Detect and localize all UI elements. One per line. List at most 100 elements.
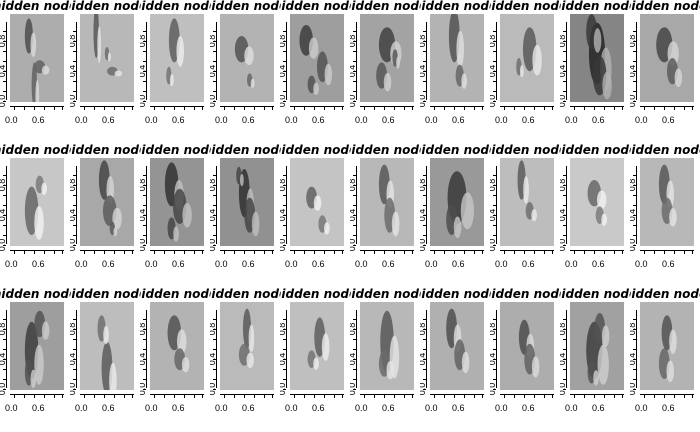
y-axis-line bbox=[636, 166, 637, 244]
x-axis-tick bbox=[224, 106, 225, 110]
x-axis-tick bbox=[394, 250, 395, 254]
y-axis-tick bbox=[3, 101, 6, 102]
y-tick-label: 0.0 bbox=[210, 382, 217, 396]
y-axis-tick bbox=[493, 71, 496, 72]
x-tick-label: 0.0 bbox=[5, 259, 18, 269]
y-axis-tick bbox=[423, 185, 426, 186]
x-tick-label: 0.6 bbox=[662, 115, 675, 125]
x-axis-tick bbox=[34, 394, 35, 398]
x-axis-tick bbox=[264, 250, 265, 254]
y-axis-tick bbox=[423, 329, 426, 330]
panel-title: hidden node bbox=[560, 0, 630, 13]
y-tick-label: 0.0 bbox=[0, 382, 7, 396]
y-axis-tick bbox=[353, 369, 356, 370]
x-tick-label: 0.6 bbox=[382, 403, 395, 413]
y-axis-tick bbox=[143, 359, 146, 360]
y-axis-tick bbox=[143, 195, 146, 196]
y-tick-label: 0.0 bbox=[210, 94, 217, 108]
x-axis-line bbox=[80, 394, 134, 395]
y-axis-tick bbox=[143, 41, 146, 42]
y-axis-tick bbox=[563, 101, 566, 102]
y-axis-tick bbox=[3, 71, 6, 72]
x-tick-label: 0.0 bbox=[565, 115, 578, 125]
y-tick-label: 0.8 bbox=[0, 34, 7, 48]
y-tick-label: 0.8 bbox=[70, 34, 77, 48]
weight-feature-light bbox=[593, 370, 599, 386]
y-axis-tick bbox=[3, 51, 6, 52]
x-tick-label: 0.0 bbox=[75, 259, 88, 269]
weight-feature-light bbox=[324, 222, 330, 235]
x-axis-tick bbox=[272, 106, 273, 110]
y-axis-tick bbox=[423, 81, 426, 82]
y-axis-tick bbox=[3, 175, 6, 176]
hidden-node-panel-5: hidden node 0.0 0.4 0.8 0.0 0.6 bbox=[280, 0, 350, 144]
x-axis-tick bbox=[334, 250, 335, 254]
x-axis-line bbox=[430, 394, 484, 395]
x-axis-tick bbox=[194, 106, 195, 110]
y-axis-tick bbox=[563, 379, 566, 380]
y-axis-tick bbox=[73, 61, 76, 62]
y-axis-line bbox=[6, 310, 7, 388]
weight-image bbox=[10, 302, 64, 390]
weight-feature-light bbox=[391, 211, 400, 237]
x-axis-line bbox=[150, 106, 204, 107]
y-axis-tick bbox=[563, 41, 566, 42]
x-tick-label: 0.0 bbox=[5, 115, 18, 125]
y-axis-tick bbox=[143, 61, 146, 62]
y-tick-label: 0.4 bbox=[140, 352, 147, 366]
weight-feature-light bbox=[41, 182, 47, 195]
y-axis-tick bbox=[493, 205, 496, 206]
y-axis-tick bbox=[143, 101, 146, 102]
y-axis-tick bbox=[73, 195, 76, 196]
x-tick-label: 0.6 bbox=[172, 259, 185, 269]
weight-feature-light bbox=[674, 68, 683, 88]
y-tick-label: 0.0 bbox=[140, 238, 147, 252]
y-axis-line bbox=[356, 22, 357, 100]
weight-feature-light bbox=[597, 344, 609, 385]
y-axis-tick bbox=[423, 205, 426, 206]
y-axis-tick bbox=[3, 61, 6, 62]
x-axis-tick bbox=[584, 394, 585, 398]
x-axis-tick bbox=[62, 394, 63, 398]
x-tick-label: 0.0 bbox=[285, 115, 298, 125]
x-axis-tick bbox=[374, 250, 375, 254]
y-axis-tick bbox=[73, 339, 76, 340]
x-tick-label: 0.6 bbox=[32, 403, 45, 413]
weight-image bbox=[150, 302, 204, 390]
y-axis-tick bbox=[283, 225, 286, 226]
y-tick-label: 0.0 bbox=[70, 238, 77, 252]
x-axis-line bbox=[430, 106, 484, 107]
panel-title: hidden node bbox=[0, 144, 70, 157]
x-tick-label: 0.6 bbox=[102, 115, 115, 125]
weight-feature-light bbox=[250, 78, 255, 88]
y-axis-line bbox=[426, 166, 427, 244]
x-axis-tick bbox=[594, 106, 595, 110]
x-axis-tick bbox=[534, 106, 535, 110]
y-tick-label: 0.0 bbox=[0, 238, 7, 252]
y-axis-line bbox=[146, 22, 147, 100]
y-tick-label: 0.0 bbox=[630, 238, 637, 252]
weight-feature-light bbox=[308, 37, 319, 59]
weight-image-svg bbox=[150, 158, 204, 246]
y-axis-tick bbox=[73, 185, 76, 186]
x-tick-label: 0.0 bbox=[495, 259, 508, 269]
panel-title: hidden node bbox=[420, 288, 490, 301]
x-axis-tick bbox=[324, 250, 325, 254]
x-axis-tick bbox=[314, 250, 315, 254]
x-axis-tick bbox=[114, 250, 115, 254]
x-axis-tick bbox=[44, 106, 45, 110]
x-tick-label: 0.0 bbox=[145, 403, 158, 413]
x-axis-tick bbox=[384, 250, 385, 254]
y-tick-label: 0.0 bbox=[560, 238, 567, 252]
x-tick-label: 0.6 bbox=[382, 259, 395, 269]
weight-feature-light bbox=[113, 227, 118, 237]
y-axis-tick bbox=[3, 215, 6, 216]
y-axis-tick bbox=[143, 235, 146, 236]
y-axis-tick bbox=[493, 215, 496, 216]
x-axis-tick bbox=[644, 106, 645, 110]
weight-image bbox=[430, 158, 484, 246]
x-axis-tick bbox=[394, 106, 395, 110]
y-tick-label: 0.8 bbox=[420, 178, 427, 192]
weight-image bbox=[80, 14, 134, 102]
y-axis-tick bbox=[283, 81, 286, 82]
